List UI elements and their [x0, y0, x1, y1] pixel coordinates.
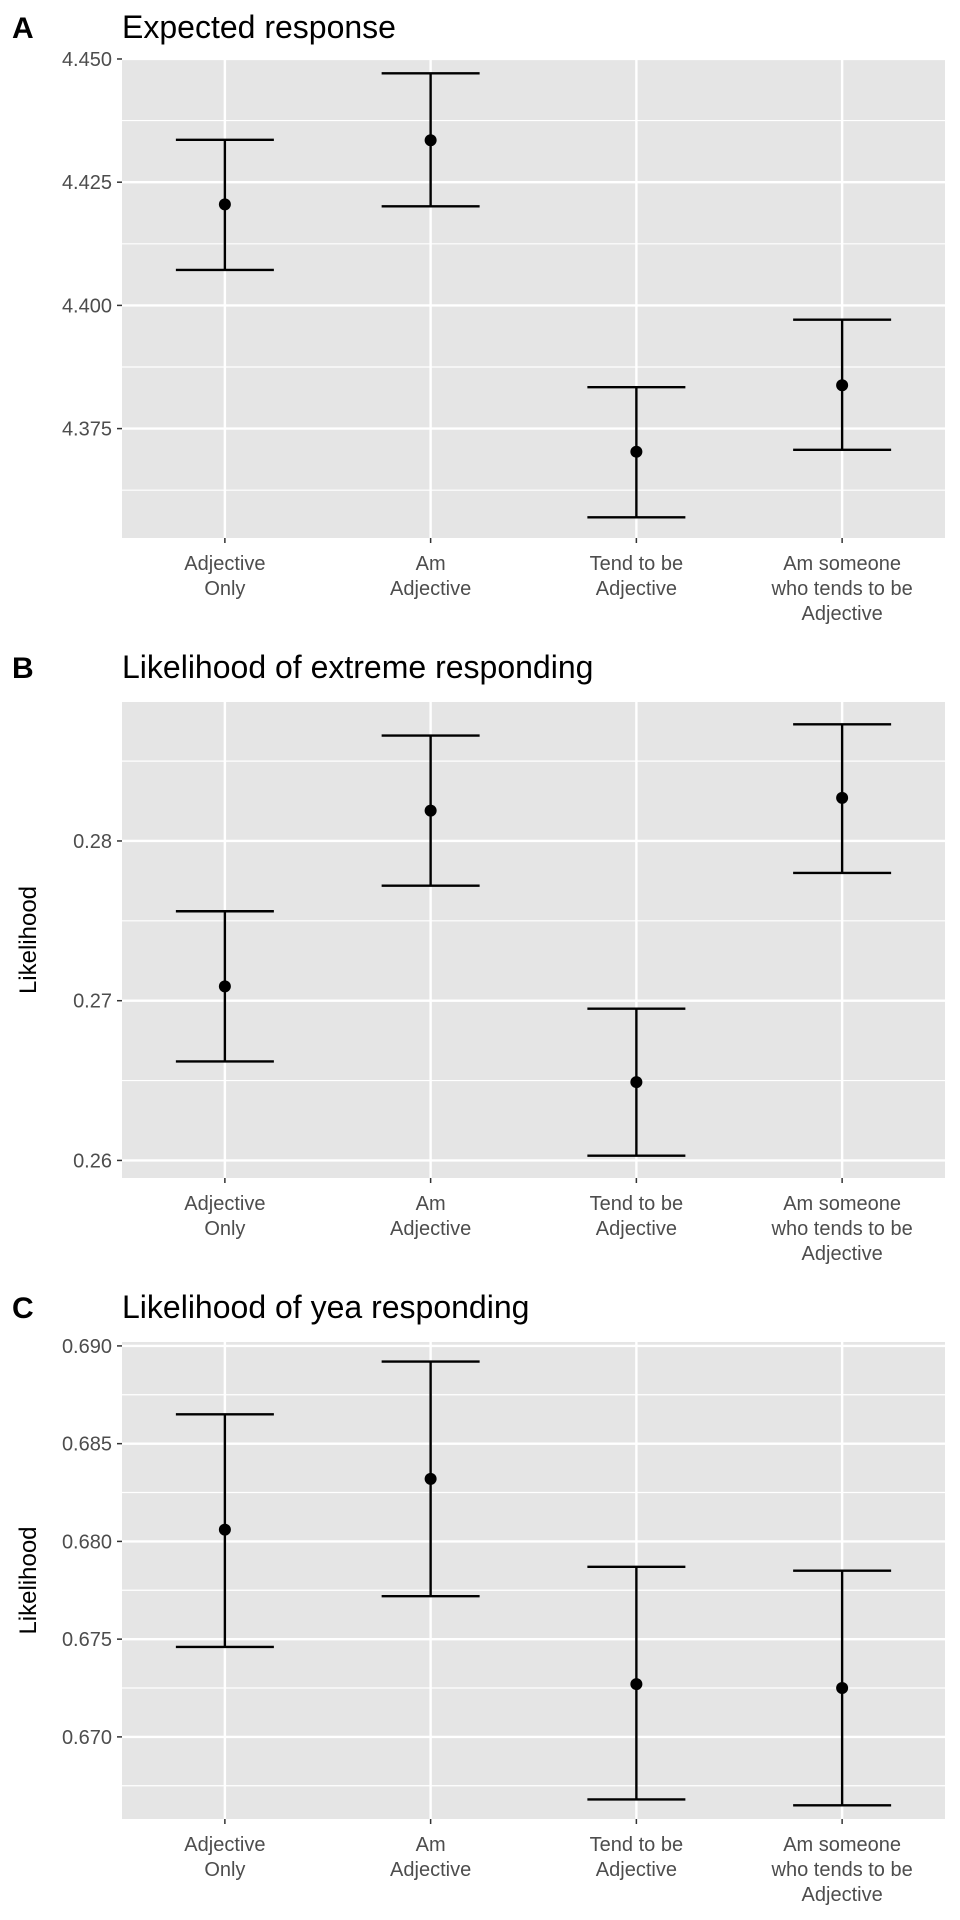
y-tick-label: 0.680: [62, 1531, 112, 1553]
data-point: [630, 1076, 643, 1089]
panel-a: A Expected response 4.375 4.400 4.425 4.450 Ad…: [12, 9, 945, 625]
data-point: [218, 1523, 231, 1536]
error-bar: [793, 318, 892, 451]
x-tick-label: Am someone who tends to be Adjective: [771, 1193, 913, 1265]
x-tick-label: Adjective Only: [184, 553, 265, 600]
data-point: [836, 1682, 849, 1695]
panel-title: Likelihood of yea responding: [122, 1289, 529, 1325]
plot-background: [122, 702, 945, 1178]
data-point: [218, 198, 231, 211]
y-tick-label: 4.400: [62, 295, 112, 317]
error-bar: [587, 1565, 686, 1801]
x-tick-label: Am Adjective: [390, 553, 471, 600]
panel-label: B: [12, 652, 34, 685]
error-bar: [381, 734, 480, 887]
data-point: [630, 1678, 643, 1691]
x-tick-label: Am someone who tends to be Adjective: [771, 553, 913, 625]
y-tick-label: 0.26: [73, 1150, 112, 1172]
y-tick-label: 0.690: [62, 1336, 112, 1358]
panel-b: B Likelihood of extreme responding 0.26 0.2…: [12, 649, 945, 1265]
error-bar: [793, 723, 892, 875]
panel-c: C Likelihood of yea responding 0.670 0.675 0…: [12, 1289, 945, 1906]
panel-label: A: [12, 12, 34, 45]
y-tick-label: 0.28: [73, 831, 112, 853]
y-tick-label: 0.27: [73, 991, 112, 1013]
error-bar: [381, 1360, 480, 1598]
data-point: [630, 445, 643, 458]
x-tick-label: Adjective Only: [184, 1193, 265, 1240]
error-bar: [175, 910, 274, 1063]
x-tick-label: Am Adjective: [390, 1193, 471, 1240]
error-bar: [175, 1413, 274, 1649]
panel-title: Expected response: [122, 9, 396, 45]
y-tick-label: 0.685: [62, 1434, 112, 1456]
error-bar: [381, 72, 480, 208]
x-tick-label: Tend to be Adjective: [590, 1834, 683, 1881]
error-bar: [793, 1569, 892, 1807]
data-point: [836, 379, 849, 392]
y-tick-label: 0.670: [62, 1727, 112, 1749]
error-bar: [175, 138, 274, 272]
data-point: [836, 791, 849, 804]
x-tick-label: Adjective Only: [184, 1834, 265, 1881]
y-tick-label: 0.675: [62, 1629, 112, 1651]
error-bar: [587, 1007, 686, 1157]
panel-label: C: [12, 1292, 34, 1325]
data-point: [218, 980, 231, 993]
plot-background: [122, 58, 945, 538]
y-axis-label: Likelihood: [15, 886, 42, 994]
y-tick-label: 4.425: [62, 172, 112, 194]
x-tick-label: Am someone who tends to be Adjective: [771, 1834, 913, 1906]
x-tick-label: Am Adjective: [390, 1834, 471, 1881]
x-tick-label: Tend to be Adjective: [590, 1193, 683, 1240]
data-point: [424, 134, 437, 147]
y-axis-label: Likelihood: [15, 1526, 42, 1634]
x-tick-label: Tend to be Adjective: [590, 553, 683, 600]
y-tick-label: 4.450: [62, 49, 112, 71]
y-tick-label: 4.375: [62, 419, 112, 441]
panel-title: Likelihood of extreme responding: [122, 649, 593, 685]
error-bar: [587, 385, 686, 519]
data-point: [424, 804, 437, 817]
plot-background: [122, 1342, 945, 1819]
data-point: [424, 1472, 437, 1485]
